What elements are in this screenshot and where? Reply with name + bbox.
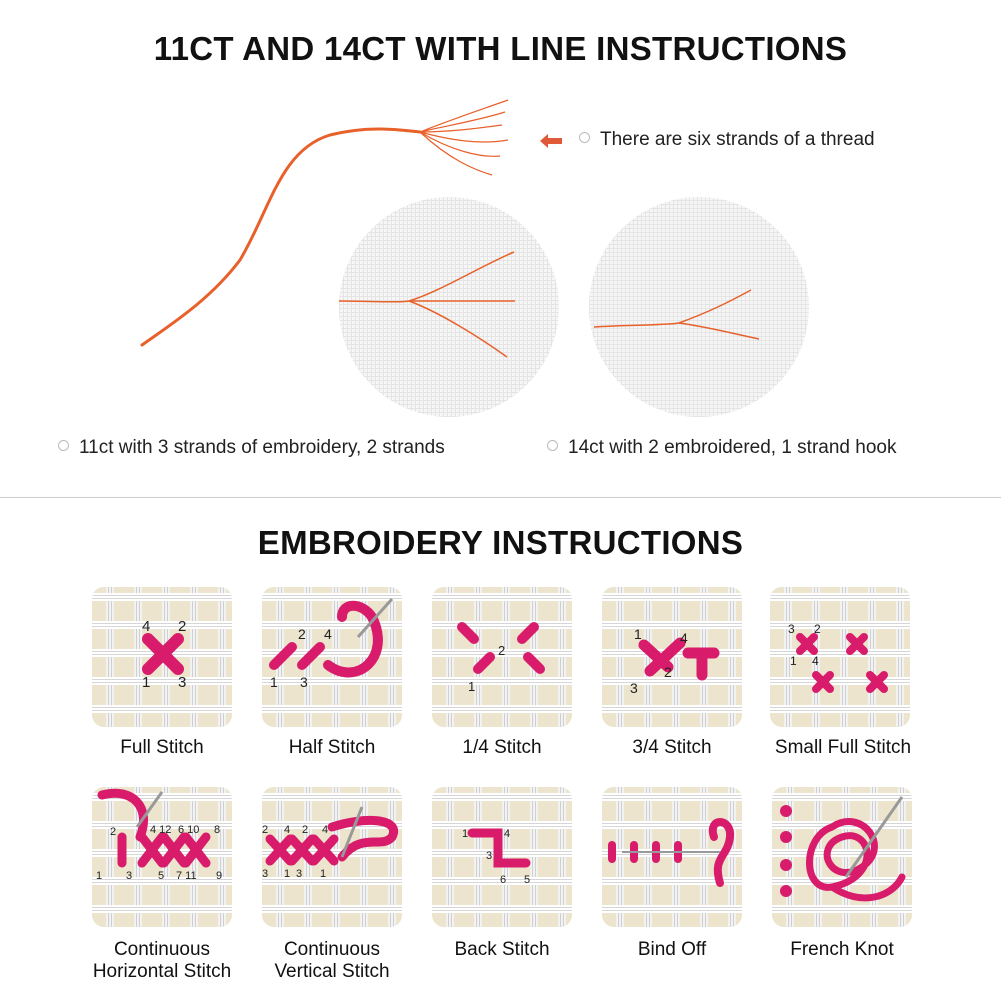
svg-text:3: 3 (126, 870, 132, 882)
svg-text:1: 1 (270, 674, 278, 690)
svg-text:2: 2 (178, 618, 186, 635)
caption-14ct: 14ct with 2 embroidered, 1 strand hook (547, 437, 896, 459)
tile-french-knot (772, 787, 912, 927)
svg-text:8: 8 (214, 824, 220, 836)
svg-text:4: 4 (284, 824, 290, 836)
label-line-1: Continuous (113, 939, 211, 960)
svg-text:2: 2 (262, 824, 268, 836)
svg-text:4: 4 (322, 824, 328, 836)
svg-text:1: 1 (790, 654, 797, 668)
svg-text:1: 1 (320, 868, 326, 880)
tile-three-quarter-stitch: 1 4 2 3 (602, 587, 742, 727)
bullet-icon (58, 440, 69, 452)
svg-text:4 12: 4 12 (150, 824, 171, 836)
svg-text:3: 3 (630, 680, 638, 696)
label-line-1: Continuous (283, 939, 381, 960)
label-line-2: Vertical Stitch (274, 961, 390, 982)
tile-half-stitch: 2 4 1 3 (262, 587, 402, 727)
label-continuous-vertical-stitch: Continuous Vertical Stitch (242, 939, 422, 983)
svg-text:4: 4 (812, 654, 819, 668)
bullet-icon (547, 440, 558, 452)
thread-3-strands (338, 251, 515, 358)
svg-text:9: 9 (216, 870, 222, 882)
svg-text:1: 1 (462, 828, 468, 840)
svg-text:1: 1 (634, 626, 642, 642)
svg-text:4: 4 (680, 630, 688, 646)
thread-note: There are six strands of a thread (579, 129, 875, 151)
arrow-left-icon (540, 134, 562, 148)
svg-text:2: 2 (298, 626, 306, 642)
svg-text:7 11: 7 11 (176, 870, 197, 882)
label-bind-off: Bind Off (637, 939, 707, 960)
svg-text:2: 2 (814, 622, 821, 636)
label-quarter-stitch: 1/4 Stitch (462, 737, 542, 758)
svg-text:2: 2 (110, 826, 116, 838)
thread-note-text: There are six strands of a thread (600, 129, 875, 150)
tile-full-stitch: 4 2 1 3 (92, 587, 232, 727)
svg-text:3: 3 (178, 674, 186, 691)
thread-illustration (140, 99, 509, 347)
label-full-stitch: Full Stitch (120, 737, 204, 758)
tile-continuous-horizontal-stitch: 2 4 12 6 10 8 1 3 5 7 11 9 (92, 787, 232, 927)
fabric-14ct (589, 197, 809, 417)
svg-text:6: 6 (500, 874, 506, 886)
tile-small-full-stitch: 3 2 1 4 (770, 587, 910, 727)
svg-text:2: 2 (664, 664, 672, 680)
thread-2-strands (593, 289, 760, 340)
caption-11ct-text: 11ct with 3 strands of embroidery, 2 str… (79, 437, 445, 458)
bullet-icon (579, 132, 590, 144)
svg-text:1: 1 (468, 679, 475, 694)
section-title-embroidery: EMBROIDERY INSTRUCTIONS (257, 524, 744, 561)
svg-text:5: 5 (158, 870, 164, 882)
label-half-stitch: Half Stitch (288, 737, 376, 758)
svg-text:3: 3 (788, 622, 795, 636)
svg-text:4: 4 (324, 626, 332, 642)
svg-text:3: 3 (300, 674, 308, 690)
caption-11ct: 11ct with 3 strands of embroidery, 2 str… (58, 437, 445, 459)
label-line-2: Horizontal Stitch (92, 961, 232, 982)
svg-text:2: 2 (302, 824, 308, 836)
svg-text:3: 3 (262, 868, 268, 880)
svg-text:3: 3 (486, 850, 492, 862)
label-three-quarter-stitch: 3/4 Stitch (632, 737, 712, 758)
svg-text:1: 1 (284, 868, 290, 880)
fabric-11ct (338, 197, 559, 417)
svg-text:1: 1 (96, 870, 102, 882)
svg-text:3: 3 (296, 868, 302, 880)
svg-text:5: 5 (524, 874, 530, 886)
svg-text:4: 4 (142, 618, 150, 635)
label-small-full-stitch: Small Full Stitch (774, 737, 912, 758)
section-divider (0, 497, 1001, 498)
svg-text:6 10: 6 10 (178, 824, 199, 836)
svg-text:4: 4 (504, 828, 510, 840)
caption-14ct-text: 14ct with 2 embroidered, 1 strand hook (568, 437, 897, 458)
svg-text:2: 2 (498, 643, 505, 658)
label-continuous-horizontal-stitch: Continuous Horizontal Stitch (72, 939, 252, 983)
section-title-line-instructions: 11CT AND 14CT WITH LINE INSTRUCTIONS (153, 30, 848, 67)
label-back-stitch: Back Stitch (454, 939, 550, 960)
tile-bind-off (602, 787, 742, 927)
svg-text:1: 1 (142, 674, 150, 691)
label-french-knot: French Knot (790, 939, 894, 960)
